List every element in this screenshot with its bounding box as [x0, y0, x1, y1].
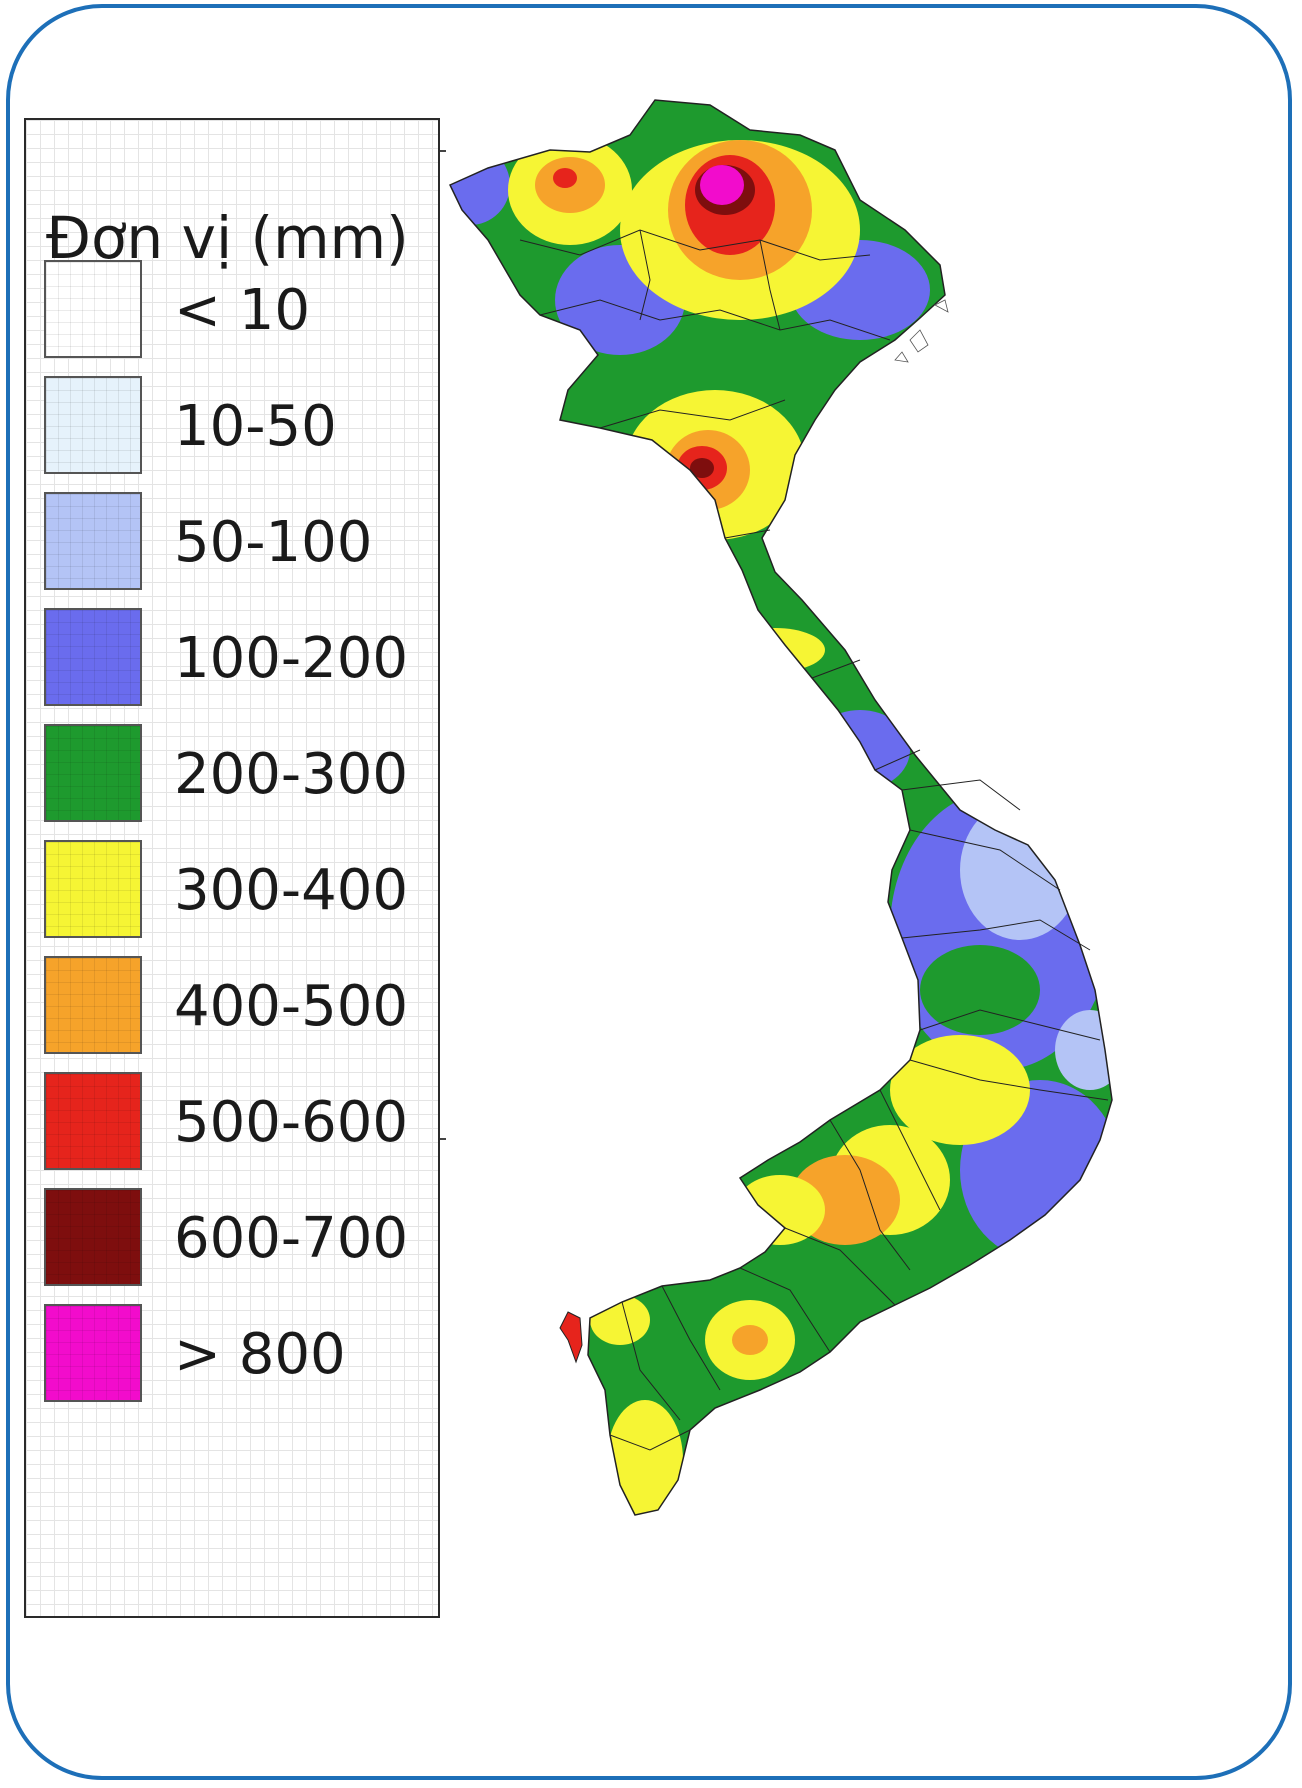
legend-item: > 800 [44, 1304, 424, 1404]
zone-over-800 [700, 165, 744, 205]
coastline-islands [894, 299, 949, 363]
zone-500-600 [553, 168, 577, 188]
legend-swatch [44, 724, 142, 822]
legend-swatch [44, 492, 142, 590]
province-boundaries [519, 229, 1109, 1451]
legend-label: 600-700 [174, 1206, 408, 1271]
legend-swatch [44, 1188, 142, 1286]
legend-swatch [44, 956, 142, 1054]
legend-swatch [44, 376, 142, 474]
phu-quoc-island [559, 1311, 583, 1364]
legend-label: 200-300 [174, 742, 408, 807]
zone-300-400 [607, 1400, 683, 1515]
zone-50-100 [1055, 1010, 1112, 1090]
zone-200-300 [920, 945, 1040, 1035]
legend-item: < 10 [44, 260, 424, 360]
legend-label: 100-200 [174, 626, 408, 691]
legend-swatch [44, 1072, 142, 1170]
legend-item: 200-300 [44, 724, 424, 824]
legend-label: 400-500 [174, 974, 408, 1039]
axis-tick [440, 150, 446, 152]
legend-label: > 800 [174, 1322, 346, 1387]
legend-label: 50-100 [174, 510, 373, 575]
legend-swatch [44, 840, 142, 938]
legend-swatch [44, 1304, 142, 1402]
legend-item: 500-600 [44, 1072, 424, 1172]
legend-item: 300-400 [44, 840, 424, 940]
zone-300-400 [725, 628, 825, 672]
legend-item: 10-50 [44, 376, 424, 476]
legend-swatch [44, 608, 142, 706]
legend-label: 10-50 [174, 394, 337, 459]
legend-label: < 10 [174, 278, 310, 343]
zone-600-700 [690, 458, 714, 478]
rounded-frame [6, 4, 1292, 1780]
legend-item: 600-700 [44, 1188, 424, 1288]
zone-400-500 [732, 1325, 768, 1355]
map-legend: Đơn vị (mm) < 10 10-50 50-100 100-200 20… [24, 118, 440, 1618]
country-outline [448, 99, 1113, 1516]
legend-item: 100-200 [44, 608, 424, 708]
legend-swatch [44, 260, 142, 358]
legend-item: 50-100 [44, 492, 424, 592]
axis-tick [440, 1138, 446, 1140]
zone-100-200 [810, 710, 910, 790]
zone-300-400 [890, 1035, 1030, 1145]
rainfall-zones [450, 100, 1112, 1515]
legend-item: 400-500 [44, 956, 424, 1056]
legend-label: 300-400 [174, 858, 408, 923]
legend-label: 500-600 [174, 1090, 408, 1155]
rainfall-map [448, 99, 1113, 1516]
